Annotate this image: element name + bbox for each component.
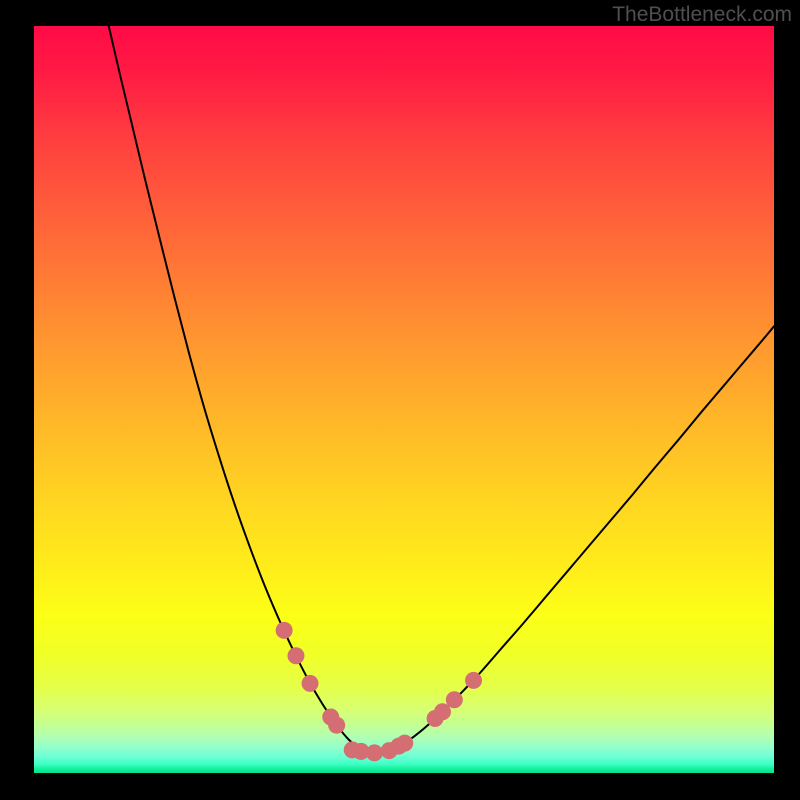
plot-area bbox=[34, 26, 774, 773]
marker-point bbox=[396, 735, 413, 752]
marker-point bbox=[366, 744, 383, 761]
marker-point bbox=[302, 675, 319, 692]
marker-point bbox=[446, 691, 463, 708]
chart-svg bbox=[34, 26, 774, 773]
watermark-text: TheBottleneck.com bbox=[612, 3, 792, 27]
marker-point bbox=[276, 622, 293, 639]
gradient-background bbox=[34, 26, 774, 773]
marker-point bbox=[465, 672, 482, 689]
marker-point bbox=[328, 717, 345, 734]
marker-point bbox=[287, 647, 304, 664]
